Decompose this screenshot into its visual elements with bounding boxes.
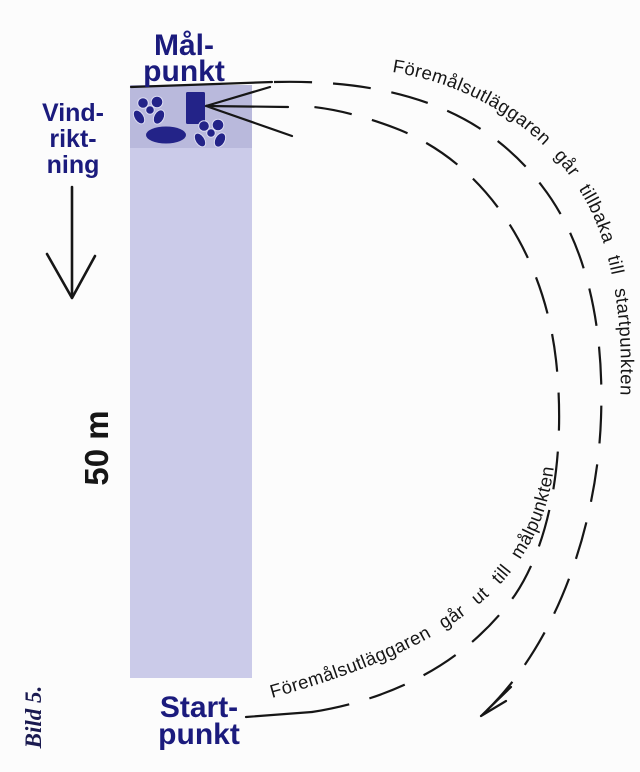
goal-label-line1: Mål- bbox=[154, 29, 214, 62]
search-track bbox=[130, 85, 252, 678]
path-out-annotation: Föremålsutläggaren går ut till målpunkte… bbox=[267, 465, 557, 702]
track-top-line bbox=[129, 80, 274, 89]
track-length-label: 50 m bbox=[78, 410, 115, 485]
wind-label-line1: Vind- bbox=[42, 99, 104, 127]
path-back-arc bbox=[273, 80, 603, 717]
path-back-annotation: Föremålsutläggaren går tillbaka till sta… bbox=[391, 55, 638, 396]
path-out-arc bbox=[311, 105, 561, 714]
marker-screen bbox=[186, 92, 205, 124]
return-arrowhead bbox=[479, 685, 513, 718]
wind-arrowhead bbox=[45, 252, 97, 300]
object-pad bbox=[146, 126, 186, 144]
start-label-line1: Start- bbox=[160, 691, 238, 724]
goal-arrowhead bbox=[204, 85, 294, 138]
goal-objects bbox=[132, 92, 227, 148]
object-cluster-left bbox=[132, 95, 166, 125]
wind-label-line3: ning bbox=[47, 151, 100, 179]
path-out-annotation-text: Föremålsutläggaren går ut till målpunkte… bbox=[267, 465, 557, 702]
path-back-annotation-text: Föremålsutläggaren går tillbaka till sta… bbox=[391, 55, 637, 396]
start-label-line2: punkt bbox=[158, 718, 240, 751]
start-connector-line bbox=[244, 710, 314, 719]
goal-label-line2: punkt bbox=[143, 55, 225, 88]
figure-caption: Bild 5. bbox=[21, 686, 46, 750]
wind-label-line2: rikt- bbox=[49, 125, 96, 153]
wind-arrow bbox=[45, 185, 97, 300]
object-cluster-right bbox=[193, 118, 227, 148]
